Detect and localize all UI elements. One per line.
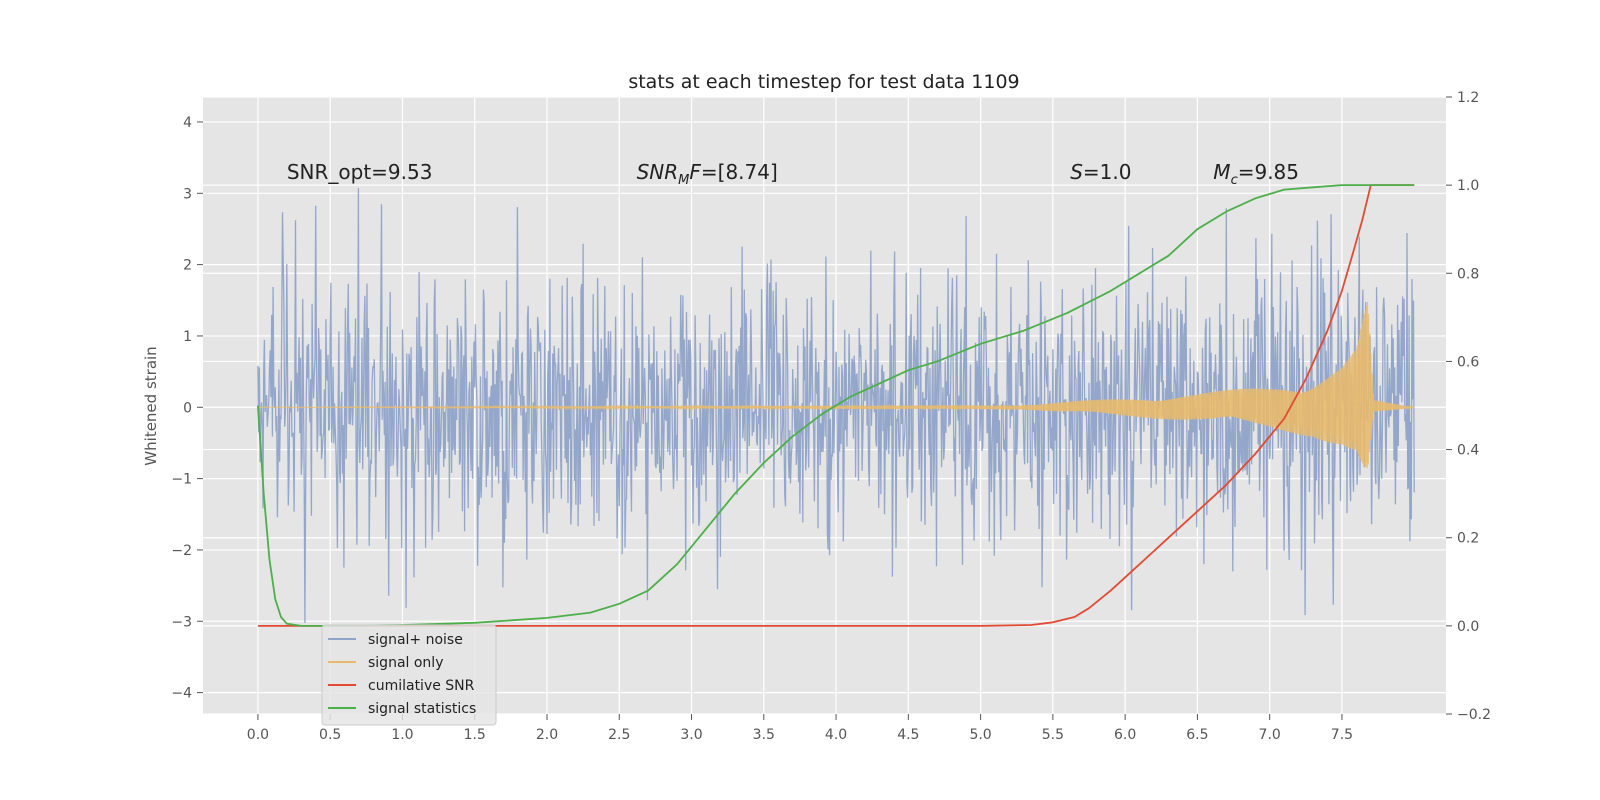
x-tick-label: 6.5 [1186,727,1208,743]
y-tick-label: 0 [183,400,192,416]
x-tick-label: 5.5 [1042,727,1064,743]
y-tick-label: 2 [183,258,192,274]
y-tick-label: −1 [171,472,192,488]
y-tick-label: 4 [183,115,192,131]
annotation-snr-mf: SNRMF=[8.74] [637,160,778,188]
right-axis-ticks: −0.2 0.0 0.2 0.4 0.6 0.8 1.0 1.2 [1446,90,1491,723]
annotation-mchirp: Mc=9.85 [1213,160,1299,188]
annotation-snr-opt: SNR_opt=9.53 [287,160,433,184]
y-tick-label: 3 [183,186,192,202]
annotations: SNR_opt=9.53 SNRMF=[8.74] S=1.0 Mc=9.85 [287,160,1299,188]
y-tick-label: −4 [171,686,192,702]
series-line-cumilative-snr [257,184,1415,627]
left-axis-ticks: −4 −3 −2 −1 0 1 2 3 4 [171,115,203,702]
chart-title: stats at each timestep for test data 110… [628,71,1019,93]
x-tick-label: 1.0 [391,727,413,743]
x-tick-label: 4.5 [897,727,919,743]
y-tick-label: −2 [171,543,192,559]
y2-tick-label: 0.6 [1457,354,1479,370]
y-tick-label: 1 [183,329,192,345]
series-line-signal-statistics [257,184,1415,627]
series-line-signal-noise [257,188,1415,624]
y2-tick-label: 0.4 [1457,443,1479,459]
y-axis-label: Whitened strain [142,346,160,465]
annotation-s-stat: S=1.0 [1070,160,1131,184]
legend-label: signal+ noise [368,632,463,648]
legend-box [321,624,497,726]
y2-tick-label: 1.0 [1457,178,1479,194]
x-tick-label: 3.5 [753,727,775,743]
legend-label: signal only [368,655,443,671]
x-tick-label: 7.5 [1331,727,1353,743]
x-tick-label: 1.5 [464,727,486,743]
x-tick-label: 0.0 [247,727,269,743]
legend-label: signal statistics [368,701,476,717]
y-tick-label: −3 [171,614,192,630]
y2-tick-label: 0.2 [1457,531,1479,547]
y2-tick-label: −0.2 [1457,707,1491,723]
x-tick-label: 5.0 [969,727,991,743]
y2-tick-label: 0.0 [1457,619,1479,635]
legend: signal+ noise signal only cumilative SNR si… [321,624,497,726]
y2-tick-label: 0.8 [1457,266,1479,282]
x-tick-label: 2.0 [536,727,558,743]
legend-label: cumilative SNR [368,678,475,694]
x-tick-label: 3.0 [680,727,702,743]
x-tick-label: 4.0 [825,727,847,743]
series-layer [257,184,1415,627]
x-tick-label: 6.0 [1114,727,1136,743]
x-tick-label: 7.0 [1259,727,1281,743]
bottom-axis-ticks: 0.0 0.5 1.0 1.5 2.0 2.5 3.0 3.5 4.0 4.5 5.0 5.5 6.0 6… [247,714,1353,743]
y2-tick-label: 1.2 [1457,90,1479,106]
x-tick-label: 0.5 [319,727,341,743]
x-tick-label: 2.5 [608,727,630,743]
